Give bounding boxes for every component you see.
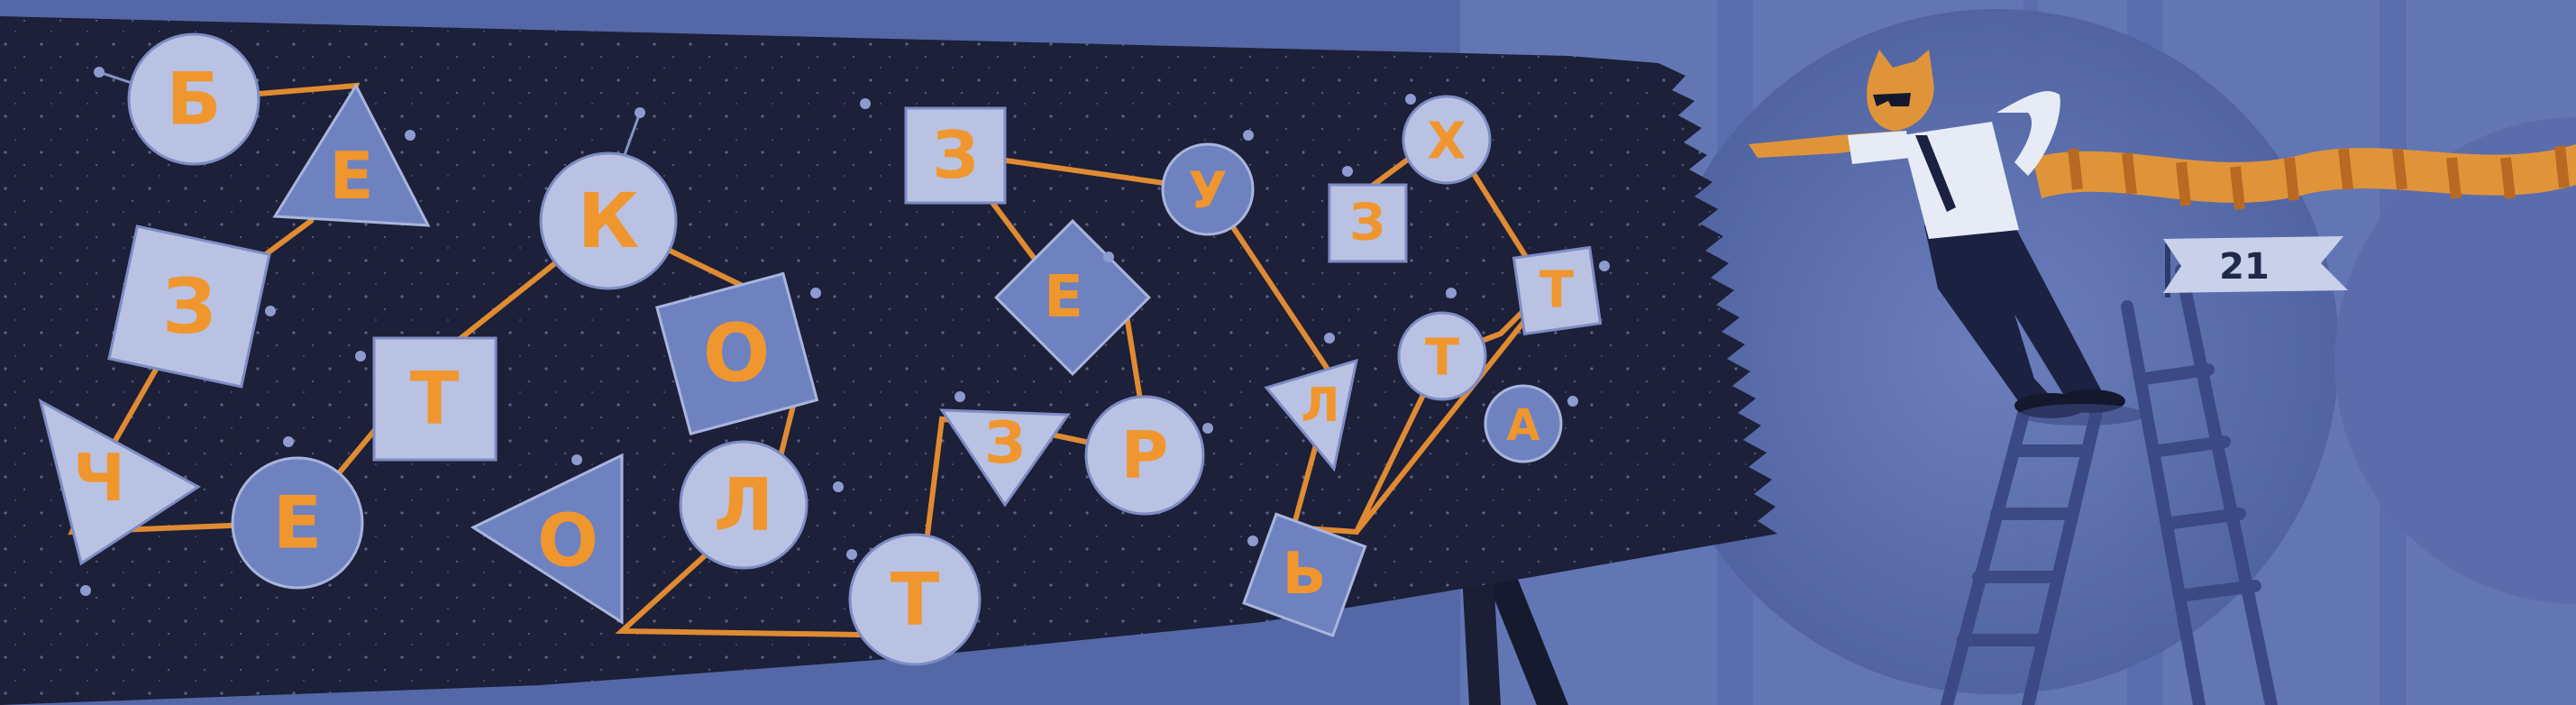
node-square-3: З: [107, 224, 271, 389]
node-letter-18: Х: [1427, 113, 1466, 171]
cat-shadow: [2019, 404, 2145, 426]
node-triangle-7: Ч: [38, 398, 201, 566]
node-letter-17: З: [1349, 194, 1385, 252]
node-letter-7: Ч: [73, 440, 125, 516]
node-letter-19: Т: [1539, 261, 1574, 320]
ladders: [1941, 264, 2278, 705]
node-triangle-23: Л: [1264, 358, 1358, 472]
node-circle-4: К: [539, 112, 678, 290]
number-flag: 21: [2163, 236, 2348, 298]
pins: [80, 67, 1610, 596]
node-letter-8: Е: [273, 481, 323, 565]
node-letter-20: Т: [1425, 329, 1459, 388]
node-letter-9: О: [537, 499, 598, 583]
node-square-19: Т: [1512, 245, 1603, 336]
node-letter-16: У: [1188, 162, 1227, 221]
node-letter-22: Ь: [1283, 541, 1327, 608]
node-circle-13: Р: [1084, 395, 1205, 516]
node-letter-1: Б: [167, 58, 222, 142]
node-letter-11: Т: [891, 558, 940, 642]
node-triangle-9: О: [470, 453, 624, 625]
node-letter-2: Е: [329, 138, 373, 214]
node-circle-10: Л: [679, 440, 808, 570]
node-circle-8: Е: [231, 456, 364, 590]
node-square-22: Ь: [1242, 512, 1367, 637]
node-letter-21: А: [1506, 400, 1539, 451]
node-circle-1: Б: [98, 32, 260, 166]
node-letter-6: О: [703, 307, 771, 400]
node-square-5: Т: [372, 336, 498, 462]
node-triangle-12: З: [939, 408, 1071, 508]
node-circle-21: А: [1484, 384, 1563, 463]
node-letter-3: З: [162, 262, 216, 351]
node-letter-4: К: [578, 177, 640, 265]
node-letter-13: Р: [1121, 417, 1169, 493]
node-square-6: О: [654, 271, 819, 435]
node-circle-16: У: [1161, 142, 1255, 236]
node-letter-15: З: [932, 117, 978, 193]
flag-number: 21: [2219, 246, 2270, 288]
node-square-17: З: [1328, 183, 1408, 263]
node-letter-14: Е: [1044, 264, 1083, 331]
striped-tail: [2032, 144, 2576, 210]
node-letter-5: Т: [410, 357, 460, 441]
node-letter-23: Л: [1301, 379, 1339, 433]
node-circle-18: Х: [1402, 95, 1492, 185]
node-square-15: З: [904, 106, 1007, 205]
node-circle-20: Т: [1397, 311, 1487, 401]
node-letter-12: З: [984, 410, 1025, 477]
node-circle-11: Т: [848, 533, 982, 666]
node-triangle-2: Е: [272, 82, 431, 227]
node-letter-10: Л: [714, 463, 773, 547]
